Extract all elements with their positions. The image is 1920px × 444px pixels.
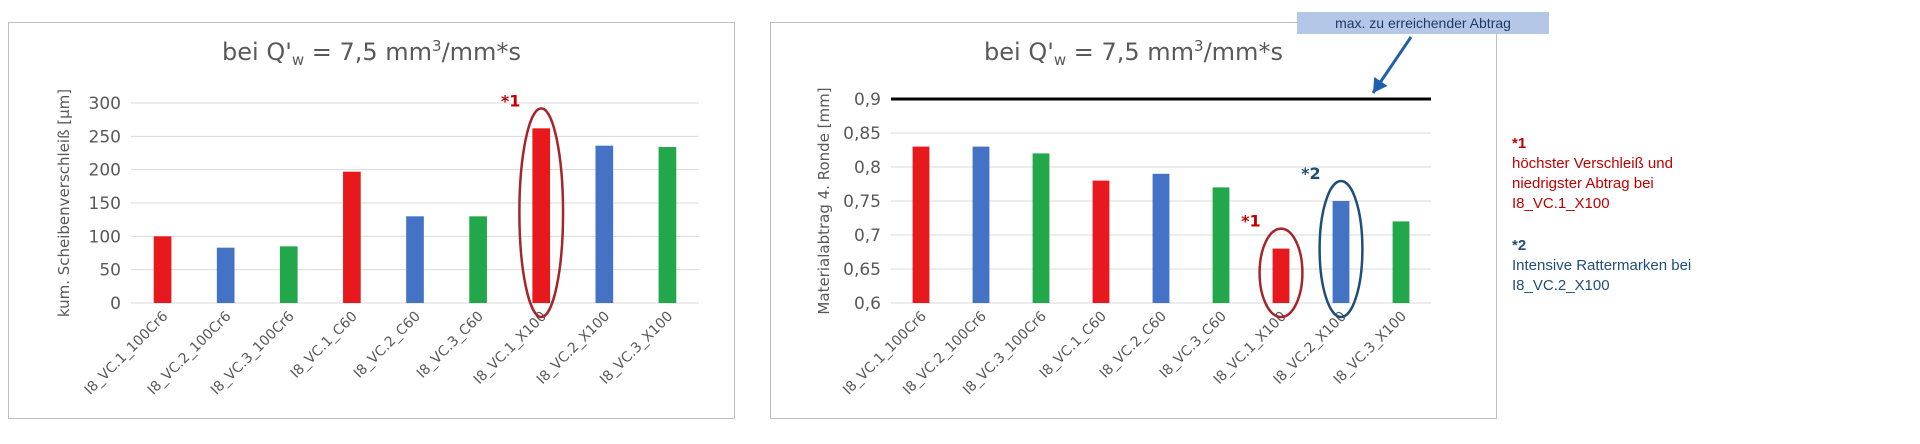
y-axis-label: kum. Scheibenverschleiß [µm] xyxy=(55,89,73,317)
bar xyxy=(216,247,235,303)
bar xyxy=(153,236,172,303)
chart-title-removal: bei Q'w = 7,5 mm3/mm*s xyxy=(771,37,1496,69)
y-tick-label: 200 xyxy=(89,161,121,181)
title-mid: = 7,5 mm xyxy=(304,38,433,66)
note-line: höchster Verschleiß und xyxy=(1512,155,1673,172)
bar xyxy=(406,216,424,303)
annotation-ellipse xyxy=(1318,179,1364,319)
chart-panel-wear: bei Q'w = 7,5 mm3/mm*s 0 50 100 150 200 250 30… xyxy=(8,22,735,419)
title-sup: 3 xyxy=(432,37,442,55)
bar xyxy=(912,146,930,303)
note-line: I8_VC.2_X100 xyxy=(1512,277,1610,294)
title-mid: = 7,5 mm xyxy=(1066,38,1195,66)
title-sub: w xyxy=(1053,51,1067,69)
y-tick-label: 0,8 xyxy=(854,158,881,178)
bar xyxy=(1212,187,1230,303)
bar xyxy=(1332,201,1350,303)
note-marker: *2 xyxy=(1512,237,1527,254)
bar xyxy=(1272,248,1290,303)
bar xyxy=(595,145,614,303)
y-tick-label: 250 xyxy=(89,127,121,147)
bar xyxy=(532,128,551,303)
bar xyxy=(972,146,990,303)
bar xyxy=(658,147,677,303)
notes-legend: *1 höchster Verschleiß und niedrigster A… xyxy=(1512,134,1752,318)
annotation-ellipse xyxy=(1258,227,1304,319)
title-prefix: bei Q' xyxy=(222,38,292,66)
bar xyxy=(1092,180,1110,303)
annotation-marker: *2 xyxy=(1301,164,1321,183)
max-removal-callout: max. zu erreichender Abtrag xyxy=(1297,12,1549,34)
bar xyxy=(1152,173,1170,303)
title-sup: 3 xyxy=(1194,37,1204,55)
bar xyxy=(469,216,487,303)
note-line: I8_VC.1_X100 xyxy=(1512,195,1610,212)
y-tick-label: 0,6 xyxy=(854,294,881,314)
annotation-ellipse xyxy=(518,107,565,319)
removal-bar-chart: 0,60,650,70,750,80,850,9I8_VC.1_100Cr6I8… xyxy=(815,36,1431,398)
bar xyxy=(1392,221,1410,303)
bar xyxy=(279,246,298,303)
title-suffix: /mm*s xyxy=(441,38,521,66)
title-suffix: /mm*s xyxy=(1203,38,1283,66)
annotation-marker: *1 xyxy=(1241,212,1261,231)
y-tick-label: 50 xyxy=(99,261,121,281)
y-tick-label: 0 xyxy=(110,294,121,314)
callout-text: max. zu erreichender Abtrag xyxy=(1335,15,1511,31)
annotation-marker: *1 xyxy=(501,91,521,110)
chart-panel-removal: bei Q'w = 7,5 mm3/mm*s 0,6 0,65 0,7 0,75 0,8… xyxy=(770,22,1497,419)
note-line: Intensive Rattermarken bei xyxy=(1512,257,1692,274)
note-1: *1 höchster Verschleiß und niedrigster A… xyxy=(1512,134,1752,214)
wear-bar-chart: 050100150200250300I8_VC.1_100Cr6I8_VC.2_… xyxy=(55,89,699,398)
chart-title-wear: bei Q'w = 7,5 mm3/mm*s xyxy=(9,37,734,69)
y-tick-label: 0,7 xyxy=(854,226,881,246)
y-tick-label: 100 xyxy=(89,227,121,247)
bar xyxy=(343,171,361,303)
y-tick-label: 0,75 xyxy=(843,192,881,212)
note-marker: *1 xyxy=(1512,135,1527,152)
title-prefix: bei Q' xyxy=(984,38,1054,66)
y-tick-label: 0,85 xyxy=(843,124,881,144)
y-tick-label: 0,9 xyxy=(854,90,881,110)
y-tick-label: 300 xyxy=(89,94,121,114)
note-line: niedrigster Abtrag bei xyxy=(1512,175,1654,192)
callout-arrow-head xyxy=(1373,76,1388,93)
y-axis-label: Materialabtrag 4. Ronde [mm] xyxy=(815,87,833,314)
note-2: *2 Intensive Rattermarken bei I8_VC.2_X1… xyxy=(1512,236,1752,296)
y-tick-label: 0,65 xyxy=(843,260,881,280)
y-tick-label: 150 xyxy=(89,194,121,214)
title-sub: w xyxy=(291,51,305,69)
bar xyxy=(1032,153,1050,303)
